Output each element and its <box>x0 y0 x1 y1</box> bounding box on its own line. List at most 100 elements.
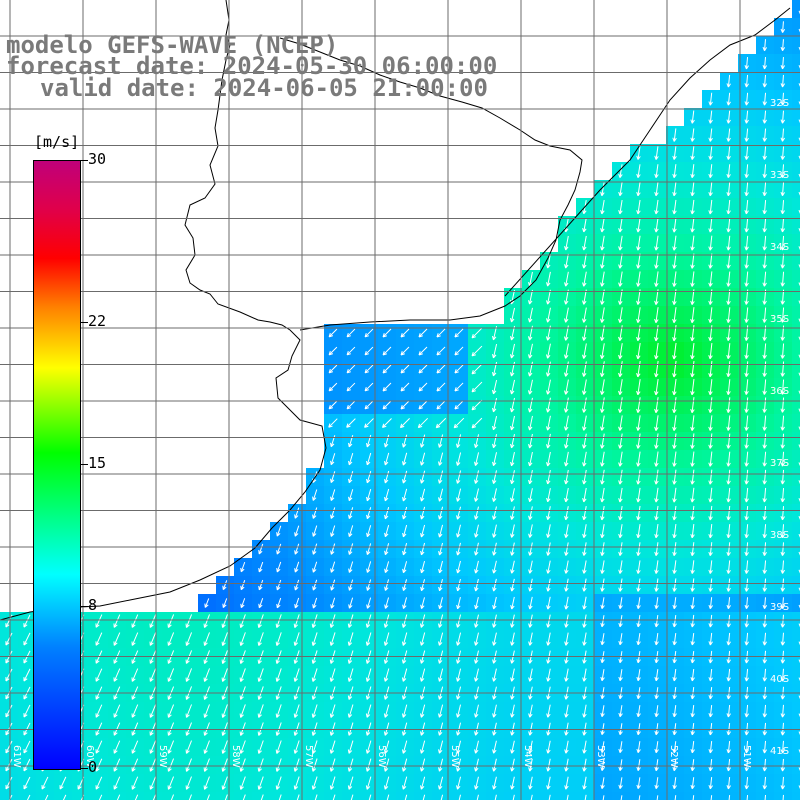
wind-arrow <box>492 776 497 790</box>
wind-arrow <box>474 596 479 610</box>
wind-arrow <box>584 794 587 800</box>
wind-arrow <box>510 488 515 502</box>
wind-arrow <box>690 451 695 467</box>
wind-arrow <box>23 776 31 790</box>
wind-speed-cell <box>792 90 800 109</box>
wind-arrow <box>636 182 641 197</box>
wind-arrow <box>546 271 551 287</box>
wind-arrow <box>113 614 121 628</box>
wind-arrow <box>492 452 498 467</box>
wind-arrow <box>546 253 551 269</box>
wind-arrow <box>257 614 264 628</box>
wind-speed-cell <box>792 594 800 613</box>
wind-arrow <box>239 614 246 628</box>
wind-arrow <box>690 632 695 646</box>
wind-arrow <box>582 704 587 718</box>
wind-arrow <box>654 777 659 790</box>
wind-arrow <box>491 343 498 359</box>
wind-arrow <box>293 668 300 682</box>
wind-speed-cell <box>792 36 800 55</box>
wind-arrow <box>420 488 426 502</box>
wind-arrow <box>582 560 587 574</box>
wind-arrow <box>564 704 569 718</box>
longitude-label: 59W <box>157 745 168 768</box>
wind-speed-cell <box>792 270 800 289</box>
wind-arrow <box>726 217 731 233</box>
wind-arrow <box>600 361 605 377</box>
wind-arrow <box>330 543 336 555</box>
wind-arrow <box>618 524 623 539</box>
wind-arrow <box>260 794 264 800</box>
wind-arrow <box>780 758 786 772</box>
wind-arrow <box>437 434 444 448</box>
valid-date: valid date: 2024-06-05 21:00:00 <box>40 74 488 102</box>
wind-arrow <box>708 361 713 378</box>
wind-arrow <box>618 633 623 646</box>
wind-arrow <box>600 759 605 771</box>
wind-arrow <box>364 418 374 428</box>
wind-arrow <box>401 740 408 754</box>
longitude-label: 55W <box>449 745 460 768</box>
latitude-label: 38S <box>770 530 789 541</box>
latitude-label: 34S <box>770 242 789 253</box>
wind-arrow <box>364 364 374 374</box>
wind-arrow <box>438 470 444 484</box>
wind-arrow <box>618 741 623 754</box>
wind-arrow <box>257 740 264 754</box>
wind-arrow <box>364 400 374 410</box>
wind-arrow <box>744 668 749 682</box>
wind-arrow <box>348 561 354 573</box>
wind-arrow <box>744 397 749 413</box>
wind-arrow <box>346 418 356 428</box>
wind-arrow <box>528 433 533 449</box>
wind-arrow <box>672 235 677 251</box>
wind-arrow <box>582 758 587 772</box>
wind-arrow <box>95 758 103 772</box>
colorbar-tick-label: 22 <box>88 312 107 331</box>
wind-arrow <box>546 596 551 610</box>
wind-arrow <box>690 110 695 124</box>
wind-arrow <box>258 598 264 609</box>
wind-arrow <box>95 632 103 646</box>
wind-arrow <box>149 632 157 646</box>
wind-speed-cell <box>792 306 800 325</box>
wind-arrow <box>600 451 605 467</box>
wind-arrow <box>188 794 192 800</box>
wind-arrow <box>618 271 623 287</box>
wind-arrow <box>221 614 228 628</box>
wind-speed-cell <box>792 234 800 253</box>
wind-arrow <box>654 253 659 269</box>
wind-arrow <box>744 632 749 646</box>
wind-speed-cell <box>792 666 800 685</box>
wind-arrow <box>436 400 446 410</box>
wind-arrow <box>672 669 677 682</box>
wind-speed-cell <box>792 414 800 433</box>
wind-speed-cell <box>522 792 541 800</box>
wind-arrow <box>221 668 228 682</box>
wind-arrow <box>348 579 354 591</box>
wind-arrow <box>546 758 551 772</box>
wind-arrow <box>600 705 605 718</box>
wind-arrow <box>113 668 121 682</box>
wind-arrow <box>330 471 336 484</box>
wind-arrow <box>600 578 605 592</box>
wind-arrow <box>690 342 695 360</box>
wind-arrow <box>780 164 785 178</box>
wind-arrow <box>8 794 13 800</box>
wind-arrow <box>708 524 713 539</box>
wind-arrow <box>185 758 192 772</box>
wind-arrow <box>690 505 695 521</box>
wind-speed-cell <box>792 432 800 451</box>
wind-arrow <box>474 488 480 502</box>
wind-arrow <box>257 704 264 718</box>
wind-arrow <box>726 578 731 592</box>
wind-arrow <box>654 182 659 197</box>
wind-arrow <box>654 146 659 160</box>
wind-speed-cell <box>792 756 800 775</box>
wind-arrow <box>690 164 695 179</box>
wind-arrow <box>780 397 785 413</box>
wind-arrow <box>690 360 695 378</box>
wind-arrow <box>618 379 623 396</box>
wind-arrow <box>762 74 768 88</box>
wind-arrow <box>582 668 587 682</box>
